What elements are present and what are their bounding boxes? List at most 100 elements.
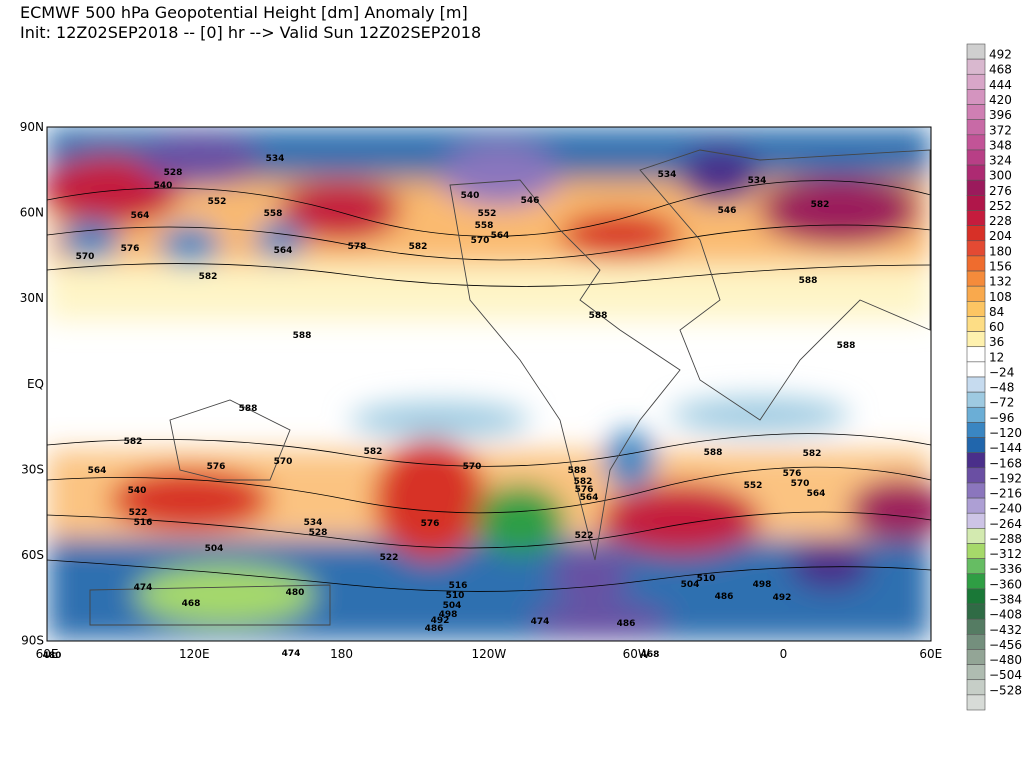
colorbar-label: −360 [989,577,1022,591]
colorbar-label: 132 [989,275,1012,289]
contour-label: 576 [121,244,140,254]
colorbar-swatch [966,422,986,438]
colorbar-swatch [966,482,986,499]
contour-label: 570 [274,457,293,467]
contour-label: 540 [128,486,147,496]
colorbar-swatch [966,119,986,136]
colorbar-swatch [966,301,986,317]
colorbar-swatch [966,255,986,272]
lat-label: 30N [20,291,44,305]
contour-label: 474 [531,617,550,627]
contour-label: 558 [264,209,283,219]
lon-label: 180 [330,647,353,661]
colorbar-label: −24 [989,365,1014,379]
contour-label: 534 [658,170,677,180]
contour-label: 576 [575,485,594,495]
contour-label: 582 [124,437,143,447]
contour-label: 546 [521,196,540,206]
contour-label: 540 [154,181,173,191]
colorbar-label: 156 [989,260,1012,274]
contour-label: 576 [207,462,226,472]
contour-label: 582 [409,242,428,252]
colorbar-swatch [966,164,986,181]
colorbar-swatch [966,331,986,348]
colorbar-label: −240 [989,502,1022,516]
colorbar-label: −504 [989,668,1022,682]
colorbar-swatch [966,634,986,650]
colorbar-swatch [966,603,986,620]
contour-label: 582 [574,477,593,487]
lon-label: 120E [179,647,210,661]
contour-label: 492 [431,616,450,626]
colorbar-label: −336 [989,562,1022,576]
contour-label: 570 [463,462,482,472]
colorbar-label: −456 [989,638,1022,652]
contour-label: 582 [803,449,822,459]
contour-label: 588 [568,466,587,476]
colorbar-swatch [966,543,986,559]
map-frame [46,126,932,642]
colorbar-label: −528 [989,683,1022,697]
colorbar-swatch [966,361,986,378]
contour-label: 528 [309,528,328,538]
colorbar-label: 420 [989,93,1012,107]
colorbar-swatch [966,512,986,529]
lat-label: 30S [21,462,44,476]
colorbar-swatch [966,195,986,211]
colorbar-label: −96 [989,411,1014,425]
contour-label: 588 [293,331,312,341]
lon-label: 60E [919,647,942,661]
colorbar-swatch [966,225,986,242]
contour-label: 582 [364,447,383,457]
lat-label: 60S [21,548,44,562]
colorbar-swatch [966,43,986,60]
colorbar-swatch [966,497,986,514]
contour-label: 504 [205,544,224,554]
colorbar-swatch [966,558,986,575]
colorbar-label: −480 [989,653,1022,667]
contour-label: 480 [43,651,62,661]
colorbar-label: 228 [989,214,1012,228]
colorbar-label: −384 [989,593,1022,607]
contour-label: 522 [575,531,594,541]
colorbar-swatch [966,406,986,423]
colorbar-swatch [966,179,986,196]
contour-label: 534 [266,154,285,164]
contour-label: 498 [439,610,458,620]
contour-label: 522 [380,553,399,563]
colorbar-swatch [966,285,986,302]
contour-label: 534 [748,176,767,186]
colorbar-label: −120 [989,426,1022,440]
contour-label: 534 [304,518,323,528]
map-field [47,127,931,641]
lat-label: EQ [27,377,44,391]
contour-label: 588 [837,341,856,351]
colorbar-swatch [966,210,986,226]
contour-label: 564 [807,489,826,499]
contour-label: 468 [641,650,660,660]
colorbar-label: −312 [989,547,1022,561]
contour-label: 588 [239,404,258,414]
contour-label: 486 [617,619,636,629]
colorbar-swatch [966,588,986,605]
colorbar-swatch [966,89,986,105]
contour-label: 552 [744,481,763,491]
colorbar-label: 60 [989,320,1004,334]
lon-label: 60E [36,647,59,661]
colorbar-label: 300 [989,169,1012,183]
lon-label: 120W [472,647,507,661]
lat-label: 60N [20,206,44,220]
contour-label: 588 [589,311,608,321]
contour-label: 552 [208,197,227,207]
colorbar-label: −72 [989,396,1014,410]
contour-label: 486 [715,592,734,602]
colorbar-label: −144 [989,441,1022,455]
colorbar-swatch [966,376,986,393]
colorbar-swatch [966,618,986,635]
colorbar-label: 396 [989,108,1012,122]
colorbar-label: 252 [989,199,1012,213]
contour-label: 492 [773,593,792,603]
contour-label: 522 [129,508,148,518]
contour-label: 588 [704,448,723,458]
colorbar-swatch [966,679,986,696]
